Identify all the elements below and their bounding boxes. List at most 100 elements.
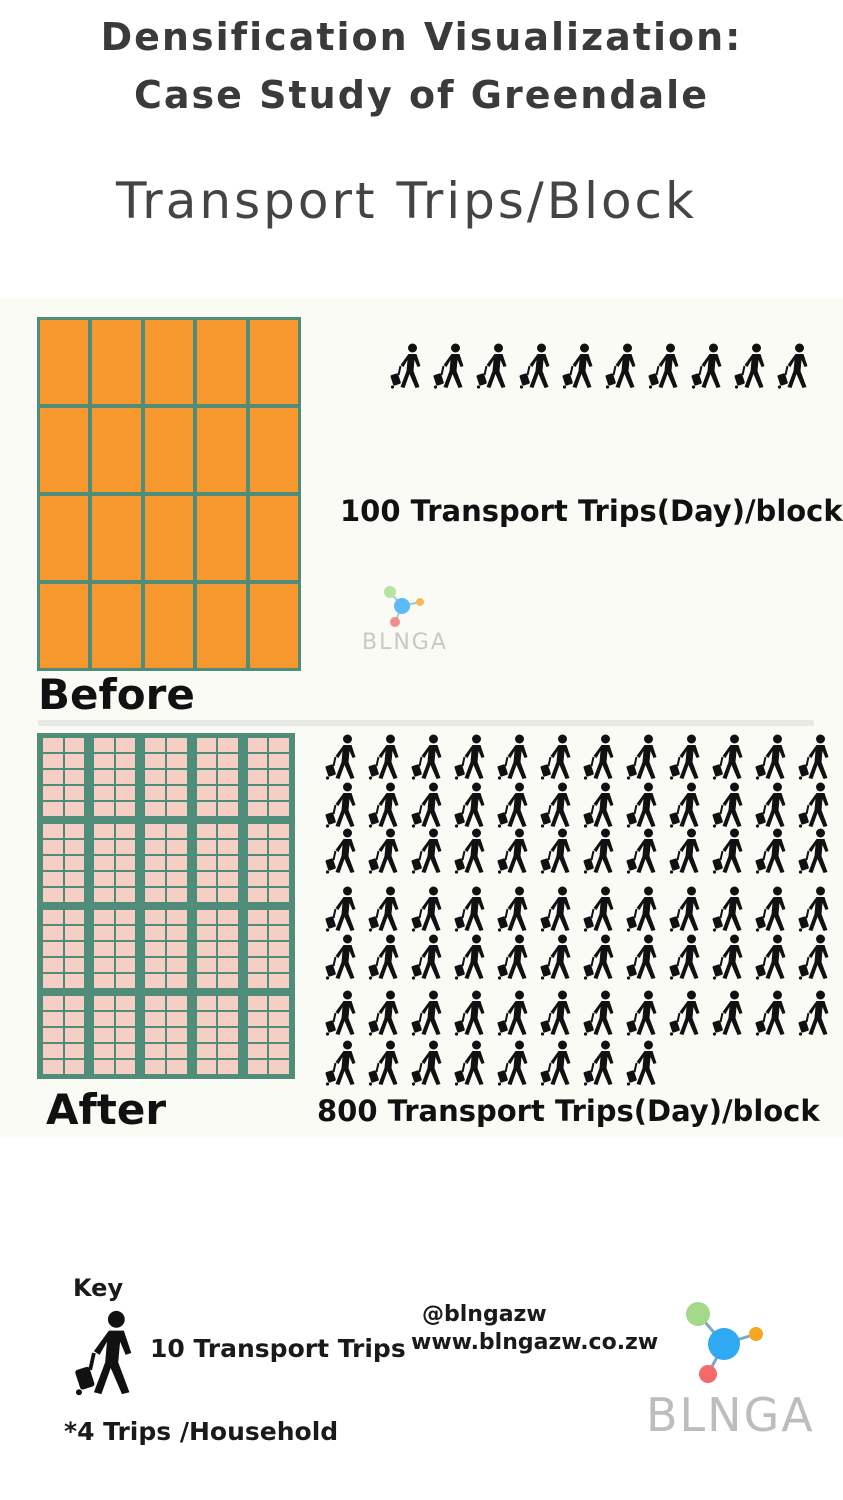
pedestrian-icon — [536, 828, 579, 874]
pedestrian-icon — [386, 343, 429, 389]
after-unit — [94, 802, 114, 816]
pedestrian-icon — [450, 990, 493, 1036]
after-unit — [247, 786, 268, 800]
pedestrian-icon — [794, 734, 837, 780]
before-building-cell — [92, 496, 141, 580]
pedestrian-icon — [579, 886, 622, 932]
after-unit — [218, 738, 238, 752]
after-unit — [94, 926, 114, 940]
pedestrian-row — [321, 1040, 665, 1086]
after-unit — [166, 1028, 187, 1042]
pedestrian-icon — [407, 990, 450, 1036]
after-building-cell — [193, 736, 241, 818]
after-building-cell — [244, 736, 292, 818]
pedestrian-icon — [708, 734, 751, 780]
pedestrian-icon — [622, 886, 665, 932]
after-unit — [269, 840, 289, 854]
pedestrian-icon — [536, 990, 579, 1036]
pedestrian-icon — [536, 1040, 579, 1086]
before-building-cell — [40, 320, 89, 404]
pedestrian-icon — [450, 782, 493, 828]
pedestrian-icon — [622, 734, 665, 780]
pedestrian-icon — [493, 990, 536, 1036]
after-unit — [269, 910, 289, 924]
after-building-cell — [40, 994, 88, 1076]
after-unit — [269, 770, 289, 784]
after-unit — [269, 942, 289, 956]
after-unit — [269, 872, 289, 886]
pedestrian-icon — [450, 734, 493, 780]
after-unit — [247, 974, 268, 988]
before-building-cell — [249, 584, 298, 668]
after-unit — [166, 1060, 187, 1074]
after-unit — [145, 1028, 165, 1042]
pedestrian-icon — [665, 990, 708, 1036]
after-unit — [247, 872, 268, 886]
after-unit — [145, 888, 165, 902]
pedestrian-row — [321, 990, 837, 1036]
pedestrian-icon — [794, 782, 837, 828]
pedestrian-icon — [622, 782, 665, 828]
after-unit — [64, 996, 85, 1010]
after-unit — [64, 910, 85, 924]
after-unit — [196, 840, 217, 854]
after-unit — [247, 926, 268, 940]
after-unit — [94, 996, 114, 1010]
after-unit — [43, 824, 63, 838]
after-unit — [166, 942, 187, 956]
after-unit — [269, 926, 289, 940]
after-unit — [218, 996, 238, 1010]
pedestrian-icon — [579, 828, 622, 874]
after-unit — [166, 910, 187, 924]
after-building-cell — [142, 994, 190, 1076]
before-building-cell — [197, 584, 246, 668]
before-building-cell — [40, 496, 89, 580]
after-unit — [94, 1028, 114, 1042]
after-unit — [64, 824, 85, 838]
pedestrian-row — [321, 828, 837, 874]
pedestrian-icon — [321, 828, 364, 874]
before-building-cell — [197, 320, 246, 404]
pedestrian-icon — [364, 782, 407, 828]
pedestrian-icon — [665, 886, 708, 932]
after-building-cell — [91, 736, 139, 818]
after-building-cell — [244, 908, 292, 990]
after-unit — [115, 996, 136, 1010]
after-label: After — [46, 1085, 167, 1134]
after-unit — [166, 974, 187, 988]
pedestrian-icon — [708, 782, 751, 828]
pedestrian-icon — [364, 990, 407, 1036]
after-unit — [166, 802, 187, 816]
after-unit — [247, 1060, 268, 1074]
after-unit — [218, 958, 238, 972]
before-building-cell — [249, 408, 298, 492]
after-unit — [247, 840, 268, 854]
pedestrian-icon — [472, 343, 515, 389]
after-unit — [269, 1060, 289, 1074]
after-unit — [115, 824, 136, 838]
after-building-cell — [91, 908, 139, 990]
pedestrian-icon — [708, 934, 751, 980]
pedestrian-icon — [450, 1040, 493, 1086]
after-building-cell — [193, 994, 241, 1076]
after-building-cell — [91, 822, 139, 904]
after-unit — [43, 1060, 63, 1074]
key-pedestrian-icon — [68, 1310, 146, 1396]
after-unit — [115, 1012, 136, 1026]
after-building-cell — [142, 736, 190, 818]
pedestrian-icon — [751, 734, 794, 780]
after-unit — [115, 786, 136, 800]
after-unit — [94, 824, 114, 838]
after-unit — [43, 738, 63, 752]
after-unit — [94, 872, 114, 886]
after-unit — [166, 738, 187, 752]
title-line-1: Densification Visualization: — [100, 15, 743, 59]
title-line-2: Case Study of Greendale — [134, 73, 709, 117]
after-unit — [269, 802, 289, 816]
after-unit — [145, 996, 165, 1010]
after-building-cell — [244, 994, 292, 1076]
pedestrian-icon — [794, 886, 837, 932]
after-unit — [247, 958, 268, 972]
after-unit — [94, 974, 114, 988]
after-unit — [247, 770, 268, 784]
